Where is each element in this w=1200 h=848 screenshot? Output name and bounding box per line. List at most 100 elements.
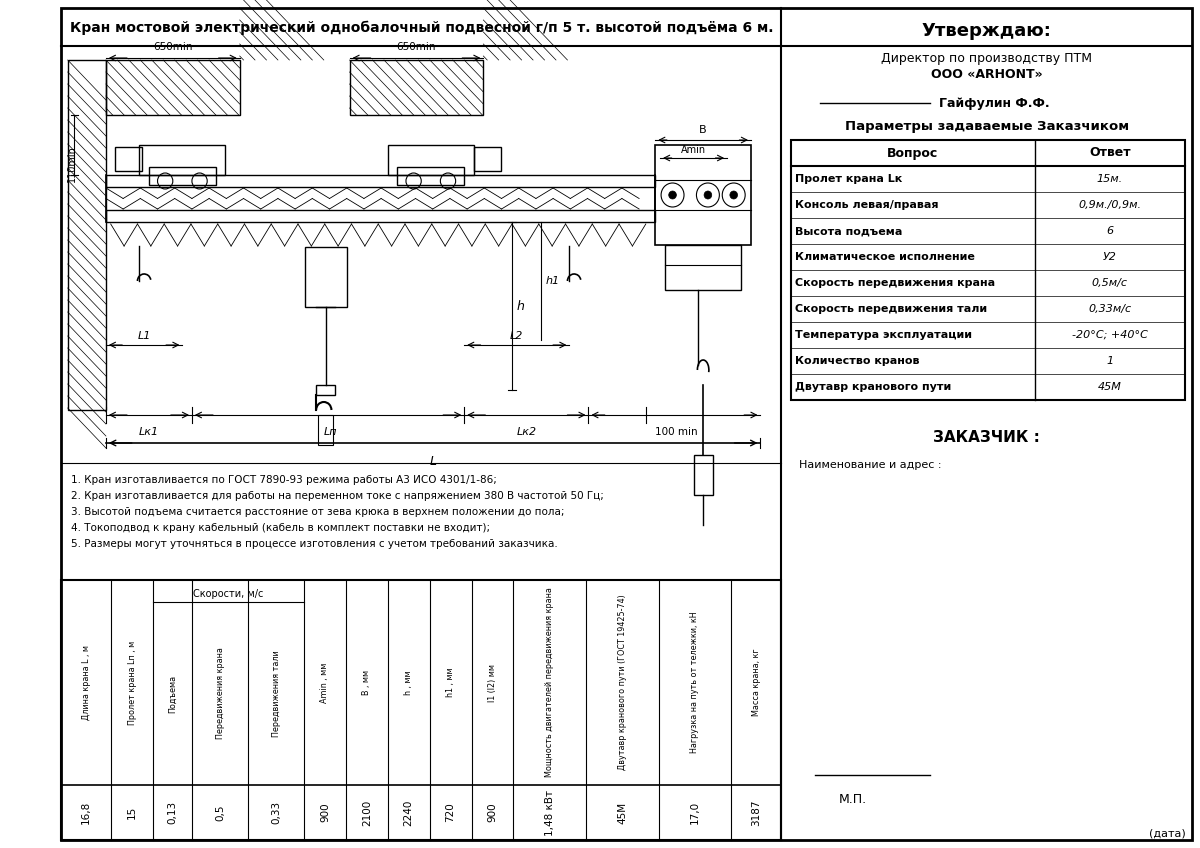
Text: Длина крана L , м: Длина крана L , м — [82, 645, 91, 720]
Text: 0,33м/с: 0,33м/с — [1088, 304, 1132, 314]
Text: 5. Размеры могут уточняться в процессе изготовления с учетом требований заказчик: 5. Размеры могут уточняться в процессе и… — [71, 539, 557, 549]
Text: Параметры задаваемые Заказчиком: Параметры задаваемые Заказчиком — [845, 120, 1129, 133]
Text: Температура эксплуатации: Температура эксплуатации — [794, 330, 972, 340]
Bar — [106, 210, 655, 222]
Bar — [349, 60, 484, 115]
Text: h , мм: h , мм — [404, 670, 413, 695]
Text: 6: 6 — [1106, 226, 1114, 236]
Text: 0,9м./0,9м.: 0,9м./0,9м. — [1079, 200, 1141, 210]
Text: 1. Кран изготавливается по ГОСТ 7890-93 режима работы А3 ИСО 4301/1-86;: 1. Кран изготавливается по ГОСТ 7890-93 … — [71, 475, 497, 485]
Text: Lк1: Lк1 — [139, 427, 158, 437]
Text: (дата): (дата) — [1148, 828, 1186, 838]
Text: 4. Токоподвод к крану кабельный (кабель в комплект поставки не входит);: 4. Токоподвод к крану кабельный (кабель … — [71, 523, 490, 533]
Bar — [665, 245, 742, 290]
Text: Климатическое исполнение: Климатическое исполнение — [794, 252, 974, 262]
Bar — [397, 167, 464, 185]
Text: 900: 900 — [320, 803, 330, 823]
Bar — [67, 60, 106, 410]
Text: Пролет крана Lк: Пролет крана Lк — [794, 174, 902, 184]
Text: 2. Кран изготавливается для работы на переменном токе с напряжением 380 В частот: 2. Кран изготавливается для работы на пе… — [71, 491, 604, 501]
Text: l1 (l2) мм: l1 (l2) мм — [488, 663, 497, 701]
Bar — [388, 145, 474, 175]
Text: Мощность двигателей передвижения крана: Мощность двигателей передвижения крана — [545, 588, 554, 778]
Bar — [106, 175, 655, 187]
Text: 1: 1 — [1106, 356, 1114, 366]
Text: Вопрос: Вопрос — [887, 147, 938, 159]
Text: Amin: Amin — [682, 145, 706, 155]
Text: 0,5м/с: 0,5м/с — [1092, 278, 1128, 288]
Text: 900: 900 — [487, 803, 498, 823]
Text: Передвижения тали: Передвижения тали — [271, 650, 281, 737]
Text: Утверждаю:: Утверждаю: — [922, 22, 1052, 40]
Text: 45М: 45М — [1098, 382, 1122, 392]
Text: 45М: 45М — [617, 801, 628, 823]
Bar — [694, 455, 713, 495]
Text: 3187: 3187 — [751, 800, 761, 826]
Text: Lк2: Lк2 — [516, 427, 536, 437]
Text: Двутавр кранового пути (ГОСТ 19425-74): Двутавр кранового пути (ГОСТ 19425-74) — [618, 594, 626, 770]
Text: Гайфулин Ф.Ф.: Гайфулин Ф.Ф. — [940, 97, 1050, 109]
Text: 110min: 110min — [66, 145, 77, 181]
Bar — [139, 145, 226, 175]
Text: B: B — [700, 125, 707, 135]
Bar — [474, 147, 500, 171]
Text: L1: L1 — [138, 331, 151, 341]
Text: 3. Высотой подъема считается расстояние от зева крюка в верхнем положении до пол: 3. Высотой подъема считается расстояние … — [71, 507, 564, 517]
Text: 0,5: 0,5 — [215, 804, 226, 821]
Bar — [115, 147, 143, 171]
Text: Двутавр кранового пути: Двутавр кранового пути — [794, 382, 952, 392]
Text: 16,8: 16,8 — [82, 801, 91, 824]
Circle shape — [730, 191, 738, 199]
Text: Пролет крана Lп , м: Пролет крана Lп , м — [127, 640, 137, 725]
Text: L2: L2 — [510, 331, 523, 341]
Bar — [791, 140, 1184, 400]
Circle shape — [704, 191, 712, 199]
Text: Количество кранов: Количество кранов — [794, 356, 919, 366]
Bar — [149, 167, 216, 185]
Text: 650min: 650min — [397, 42, 437, 52]
Text: ЗАКАЗЧИК :: ЗАКАЗЧИК : — [934, 429, 1040, 444]
Text: 17,0: 17,0 — [690, 801, 700, 824]
Text: 0,33: 0,33 — [271, 801, 281, 824]
Text: 720: 720 — [445, 802, 456, 823]
Text: Скорость передвижения крана: Скорость передвижения крана — [794, 278, 995, 288]
Circle shape — [668, 191, 677, 199]
Text: h: h — [517, 299, 524, 313]
Bar — [305, 247, 347, 307]
Bar — [655, 145, 751, 245]
Text: Передвижения крана: Передвижения крана — [216, 648, 224, 739]
Text: Высота подъема: Высота подъема — [794, 226, 902, 236]
Text: У2: У2 — [1103, 252, 1117, 262]
Text: 2240: 2240 — [403, 800, 414, 826]
Text: 1,48 кВт: 1,48 кВт — [545, 789, 554, 835]
Text: 0,13: 0,13 — [168, 801, 178, 824]
Text: 650min: 650min — [154, 42, 192, 52]
Bar — [61, 580, 781, 840]
Bar — [316, 385, 335, 395]
Text: L: L — [430, 455, 437, 468]
Text: Наименование и адрес :: Наименование и адрес : — [799, 460, 941, 470]
Text: Консоль левая/правая: Консоль левая/правая — [794, 200, 938, 210]
Text: -20°С; +40°С: -20°С; +40°С — [1072, 330, 1147, 340]
Text: ООО «ARHONT»: ООО «ARHONT» — [931, 68, 1043, 81]
Text: h1 , мм: h1 , мм — [446, 667, 455, 697]
Text: B , мм: B , мм — [362, 670, 371, 695]
Text: Нагрузка на путь от тележки, кН: Нагрузка на путь от тележки, кН — [690, 611, 700, 753]
Text: Кран мостовой электрический однобалочный подвесной г/п 5 т. высотой подъёма 6 м.: Кран мостовой электрический однобалочный… — [70, 21, 773, 35]
Text: Ответ: Ответ — [1088, 147, 1130, 159]
Text: h1: h1 — [546, 276, 559, 286]
Text: Скорости, м/с: Скорости, м/с — [193, 589, 264, 599]
Text: Директор по производству ПТМ: Директор по производству ПТМ — [882, 52, 1092, 65]
Bar — [106, 60, 240, 115]
Bar — [318, 415, 334, 445]
Text: М.П.: М.П. — [839, 793, 866, 806]
Text: 2100: 2100 — [361, 800, 372, 826]
Text: Amin , мм: Amin , мм — [320, 662, 330, 703]
Text: Lп: Lп — [324, 427, 337, 437]
Text: Масса крана, кг: Масса крана, кг — [752, 649, 761, 717]
Text: Подъема: Подъема — [168, 674, 178, 712]
Text: 15: 15 — [127, 806, 137, 819]
Text: Скорость передвижения тали: Скорость передвижения тали — [794, 304, 986, 314]
Text: 100 min: 100 min — [655, 427, 698, 437]
Text: 15м.: 15м. — [1097, 174, 1123, 184]
